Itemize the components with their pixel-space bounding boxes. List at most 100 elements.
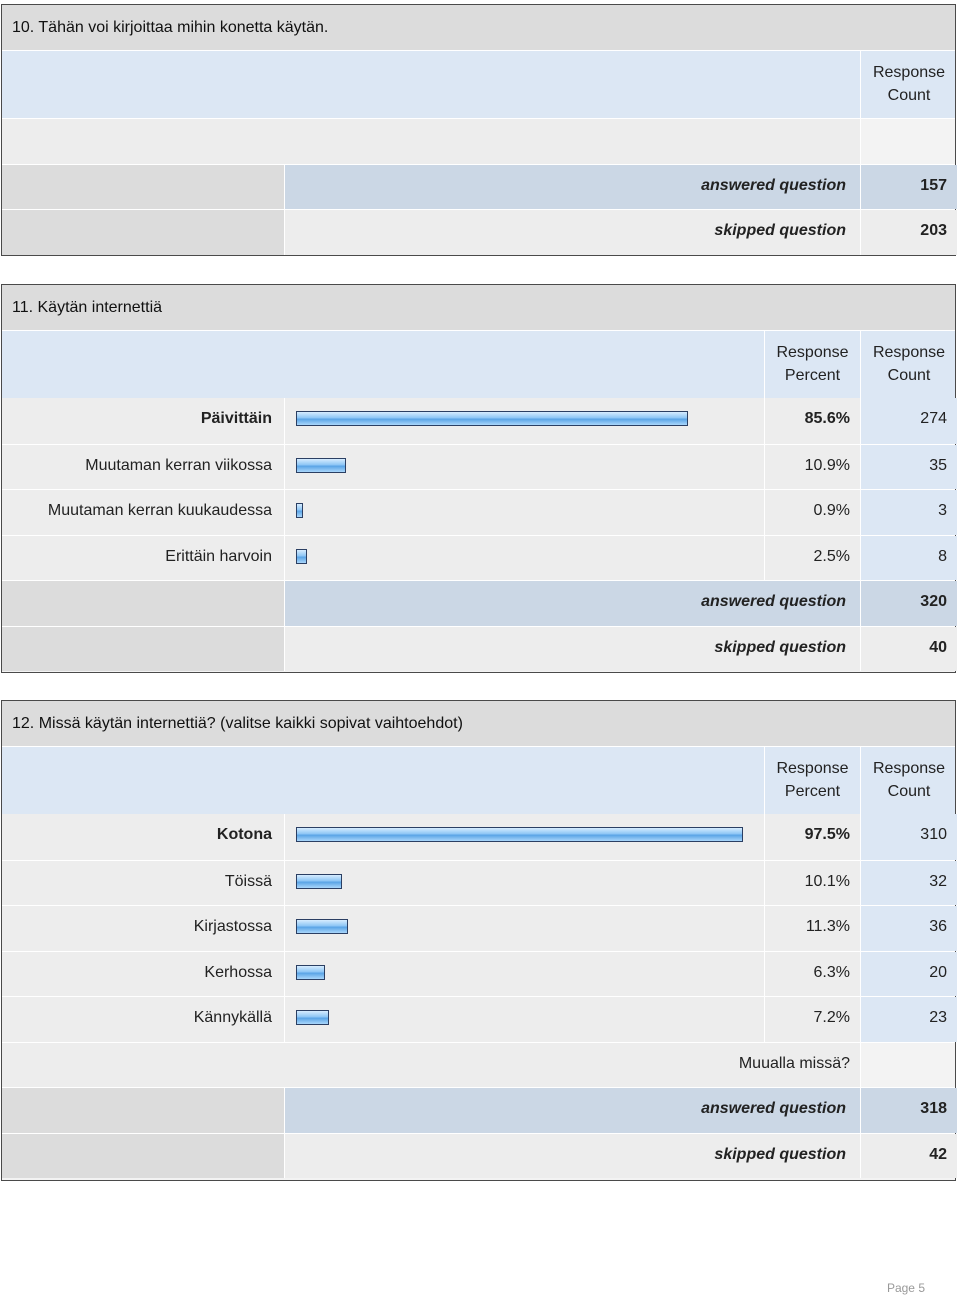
response-count: 8 (861, 535, 957, 580)
skipped-count: 203 (861, 210, 957, 255)
answer-row: Kotona 97.5% 310 (2, 814, 957, 860)
response-bar (296, 827, 743, 842)
header-row: Response Percent Response Count (2, 746, 955, 814)
answer-row: Töissä 10.1% 32 (2, 859, 957, 905)
summary-spacer (2, 210, 285, 255)
answered-count: 318 (861, 1088, 957, 1133)
response-percent: 10.1% (765, 860, 861, 905)
answered-row: answered question 157 (2, 163, 957, 209)
question-title: 10. Tähän voi kirjoittaa mihin konetta k… (12, 19, 329, 36)
answer-row: Muutaman kerran kuukaudessa 0.9% 3 (2, 489, 957, 535)
q11-option-rows: Päivittäin 85.6% 274 Muutaman kerran viikos… (2, 398, 957, 580)
answered-label: answered question (285, 164, 861, 209)
response-count: 32 (861, 860, 957, 905)
answered-count: 320 (861, 581, 957, 626)
response-percent: 10.9% (765, 444, 861, 489)
header-count-text: Response Count (872, 64, 946, 104)
page-number: Page 5 (886, 1281, 925, 1295)
skipped-count: 42 (861, 1133, 957, 1178)
skipped-row: skipped question 40 (2, 625, 957, 671)
answer-label: Kirjastossa (2, 906, 285, 951)
answer-row: Muutaman kerran viikossa 10.9% 35 (2, 443, 957, 489)
bar-cell (285, 860, 765, 905)
answered-count: 157 (861, 164, 957, 209)
header-response-count: Response Count (861, 331, 957, 398)
summary-spacer (2, 581, 285, 626)
skipped-count: 40 (861, 626, 957, 671)
response-bar (296, 411, 689, 426)
response-count: 310 (861, 814, 957, 860)
header-spacer (2, 331, 765, 398)
question-10-panel: 10. Tähän voi kirjoittaa mihin konetta k… (1, 4, 957, 256)
response-bar (296, 548, 308, 564)
answer-label: Erittäin harvoin (2, 535, 285, 580)
skipped-label: skipped question (285, 1133, 861, 1178)
question-11-panel: 11. Käytän internettiä Response Percent … (1, 284, 957, 673)
summary-spacer (2, 164, 285, 209)
answer-row: Päivittäin 85.6% 274 (2, 398, 957, 444)
header-percent-text: Response Percent (776, 344, 849, 384)
response-percent: 97.5% (765, 814, 861, 860)
skipped-row: skipped question 42 (2, 1132, 957, 1178)
open-response-row: 157 (2, 118, 955, 164)
bar-cell (285, 398, 765, 444)
response-bar (296, 873, 343, 889)
question-11-title-row: 11. Käytän internettiä (2, 285, 955, 330)
summary-spacer (2, 1088, 285, 1133)
summary-spacer (2, 626, 285, 671)
header-percent-text: Response Percent (776, 760, 849, 800)
response-bar (296, 964, 325, 980)
answer-row: Kännykällä 7.2% 23 (2, 996, 957, 1042)
answer-row: Kerhossa 6.3% 20 (2, 950, 957, 996)
answered-label: answered question (285, 581, 861, 626)
header-response-percent: Response Percent (765, 747, 861, 814)
response-bar (296, 503, 303, 518)
response-count: 274 (861, 398, 957, 444)
answer-label: Päivittäin (2, 398, 285, 444)
other-response-row: Muualla missä? 33 (2, 1041, 955, 1087)
response-bar (296, 1010, 329, 1025)
response-percent: 0.9% (765, 490, 861, 535)
bar-cell (285, 951, 765, 996)
response-bar (296, 457, 346, 473)
header-response-percent: Response Percent (765, 331, 861, 398)
header-response-count: Response Count (861, 51, 957, 118)
response-count: 35 (861, 444, 957, 489)
response-count: 20 (861, 951, 957, 996)
response-percent: 7.2% (765, 997, 861, 1042)
answered-row: answered question 320 (2, 580, 957, 626)
question-title: 12. Missä käytän internettiä? (valitse k… (12, 715, 463, 732)
header-row: Response Percent Response Count (2, 330, 955, 398)
question-12-panel: 12. Missä käytän internettiä? (valitse k… (1, 700, 957, 1181)
other-label: Muualla missä? (2, 1042, 861, 1087)
answer-label: Kerhossa (2, 951, 285, 996)
answered-label: answered question (285, 1088, 861, 1133)
bar-cell (285, 535, 765, 580)
header-response-count: Response Count (861, 747, 957, 814)
summary-spacer (2, 1133, 285, 1178)
response-bar (296, 919, 348, 934)
skipped-label: skipped question (285, 210, 861, 255)
bar-cell (285, 490, 765, 535)
answer-label: Muutaman kerran kuukaudessa (2, 490, 285, 535)
response-count: 36 (861, 906, 957, 951)
question-title: 11. Käytän internettiä (12, 299, 163, 316)
skipped-label: skipped question (285, 626, 861, 671)
question-12-title-row: 12. Missä käytän internettiä? (valitse k… (2, 701, 955, 746)
header-spacer (2, 747, 765, 814)
answer-label: Muutaman kerran viikossa (2, 444, 285, 489)
skipped-row: skipped question 203 (2, 209, 957, 255)
answer-row: Erittäin harvoin 2.5% 8 (2, 534, 957, 580)
answer-label: Kotona (2, 814, 285, 860)
header-row: Response Count (2, 50, 955, 118)
answered-row: answered question 318 (2, 1087, 957, 1133)
q12-option-rows: Kotona 97.5% 310 Töissä 10.1% 32 Kirjastossa 11… (2, 814, 957, 1042)
answer-label: Töissä (2, 860, 285, 905)
bar-cell (285, 997, 765, 1042)
response-percent: 6.3% (765, 951, 861, 996)
response-count: 3 (861, 490, 957, 535)
open-response-spacer (2, 119, 861, 164)
question-10-title-row: 10. Tähän voi kirjoittaa mihin konetta k… (2, 5, 955, 50)
header-spacer (2, 51, 861, 118)
response-percent: 11.3% (765, 906, 861, 951)
